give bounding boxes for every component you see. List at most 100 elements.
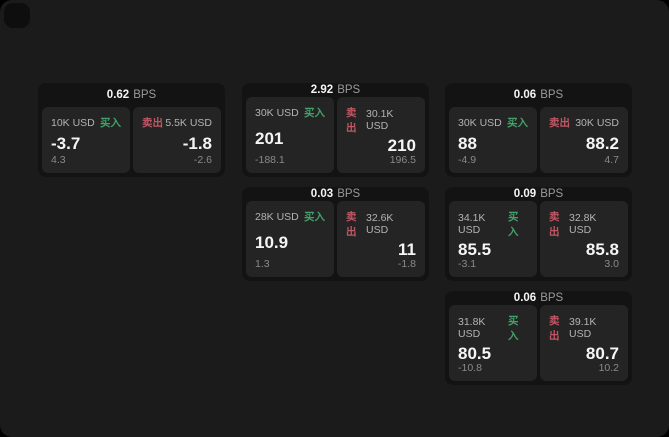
sell-tile-top: 卖出 5.5K USD	[142, 115, 212, 130]
quote-tiles: 34.1K USD 买入 85.5 -3.1 卖出 32.8K USD 85.8…	[445, 201, 632, 281]
sell-price: 88.2	[585, 133, 619, 153]
buy-tile-top: 10K USD 买入	[51, 115, 121, 130]
sell-change: 196.5	[389, 154, 416, 166]
buy-side-label: 买入	[507, 117, 528, 129]
sell-quote-tile[interactable]: 卖出 39.1K USD 80.7 10.2	[540, 305, 628, 381]
sell-change: -2.6	[193, 154, 212, 166]
bps-suffix-label: BPS	[540, 89, 564, 101]
sell-change: 4.7	[604, 154, 619, 166]
buy-amount: 31.8K USD	[458, 316, 486, 340]
card-header: 2.92 BPS	[242, 83, 429, 97]
card-header: 0.62 BPS	[38, 83, 225, 107]
buy-tile-top: 30K USD 买入	[255, 105, 325, 120]
buy-change: -188.1	[255, 154, 285, 166]
bps-value: 2.92	[310, 84, 334, 96]
bps-value: 0.09	[513, 188, 537, 200]
quote-tiles: 30K USD 买入 88 -4.9 卖出 30K USD 88.2 4.7	[445, 107, 632, 177]
card-header: 0.06 BPS	[445, 83, 632, 107]
quote-tiles: 31.8K USD 买入 80.5 -10.8 卖出 39.1K USD 80.…	[445, 305, 632, 385]
sell-amount: 32.8K USD	[568, 212, 597, 236]
buy-price: 201	[255, 128, 284, 148]
sell-price: 80.7	[585, 344, 619, 363]
bps-suffix-label: BPS	[337, 188, 361, 200]
sell-change: 10.2	[598, 362, 619, 374]
sell-tile-top: 卖出 32.8K USD	[549, 209, 619, 239]
quote-card: 0.06 BPS 31.8K USD 买入 80.5 -10.8 卖出 39.1…	[445, 291, 632, 385]
buy-side-label: 买入	[100, 117, 121, 129]
sell-amount: 39.1K USD	[568, 316, 597, 340]
buy-change: 1.3	[255, 258, 270, 270]
sell-side-label: 卖出	[549, 211, 560, 238]
sell-side-label: 卖出	[549, 117, 570, 129]
bps-value: 0.06	[513, 89, 537, 101]
sell-price: 85.8	[585, 240, 619, 259]
sell-quote-tile[interactable]: 卖出 30.1K USD 210 196.5	[337, 97, 425, 173]
buy-price: 85.5	[458, 240, 492, 259]
sell-tile-top: 卖出 39.1K USD	[549, 313, 619, 343]
sell-side-label: 卖出	[142, 117, 163, 129]
quote-tiles: 10K USD 买入 -3.7 4.3 卖出 5.5K USD -1.8 -2.…	[38, 107, 225, 177]
sell-price: -1.8	[182, 133, 212, 153]
quote-card: 2.92 BPS 30K USD 买入 201 -188.1 卖出 30.1K …	[242, 83, 429, 177]
quote-card: 0.03 BPS 28K USD 买入 10.9 1.3 卖出 32.6K US…	[242, 187, 429, 281]
sell-tile-top: 卖出 30K USD	[549, 115, 619, 130]
quote-card: 0.06 BPS 30K USD 买入 88 -4.9 卖出 30K USD 8…	[445, 83, 632, 177]
quote-card: 0.62 BPS 10K USD 买入 -3.7 4.3 卖出 5.5K USD…	[38, 83, 225, 177]
bps-suffix-label: BPS	[540, 292, 564, 304]
sell-amount: 5.5K USD	[165, 116, 212, 129]
buy-side-label: 买入	[304, 211, 325, 223]
sell-quote-tile[interactable]: 卖出 5.5K USD -1.8 -2.6	[133, 107, 221, 173]
buy-price: 80.5	[458, 344, 492, 363]
sell-tile-top: 卖出 30.1K USD	[346, 105, 416, 135]
buy-tile-top: 30K USD 买入	[458, 115, 528, 130]
buy-change: -10.8	[458, 362, 482, 374]
buy-change: 4.3	[51, 154, 66, 166]
buy-change: -3.1	[458, 258, 477, 270]
buy-quote-tile[interactable]: 31.8K USD 买入 80.5 -10.8	[449, 305, 537, 381]
bps-suffix-label: BPS	[337, 84, 361, 96]
buy-tile-top: 28K USD 买入	[255, 209, 325, 224]
buy-price: 88	[458, 133, 477, 153]
buy-side-label: 买入	[304, 107, 325, 119]
sell-price: 210	[387, 136, 416, 155]
buy-quote-tile[interactable]: 30K USD 买入 88 -4.9	[449, 107, 537, 173]
sell-change: -1.8	[397, 258, 416, 270]
quote-card: 0.09 BPS 34.1K USD 买入 85.5 -3.1 卖出 32.8K…	[445, 187, 632, 281]
card-header: 0.03 BPS	[242, 187, 429, 201]
buy-amount: 28K USD	[255, 210, 299, 223]
sell-side-label: 卖出	[549, 315, 560, 342]
buy-quote-tile[interactable]: 10K USD 买入 -3.7 4.3	[42, 107, 130, 173]
buy-tile-top: 34.1K USD 买入	[458, 209, 528, 239]
buy-amount: 10K USD	[51, 116, 95, 129]
bps-value: 0.03	[310, 188, 334, 200]
bps-suffix-label: BPS	[540, 188, 564, 200]
quote-tiles: 30K USD 买入 201 -188.1 卖出 30.1K USD 210 1…	[242, 97, 429, 177]
buy-change: -4.9	[458, 154, 477, 166]
buy-amount: 30K USD	[458, 116, 502, 129]
buy-amount: 30K USD	[255, 106, 299, 119]
sell-amount: 30.1K USD	[365, 108, 394, 132]
bps-value: 0.06	[513, 292, 537, 304]
buy-quote-tile[interactable]: 28K USD 买入 10.9 1.3	[246, 201, 334, 277]
buy-price: 10.9	[255, 232, 289, 252]
sell-price: 11	[398, 240, 416, 259]
card-header: 0.09 BPS	[445, 187, 632, 201]
bps-suffix-label: BPS	[133, 89, 157, 101]
quote-tiles: 28K USD 买入 10.9 1.3 卖出 32.6K USD 11 -1.8	[242, 201, 429, 281]
buy-side-label: 买入	[508, 211, 519, 238]
buy-quote-tile[interactable]: 30K USD 买入 201 -188.1	[246, 97, 334, 173]
sell-amount: 30K USD	[575, 116, 619, 129]
sell-change: 3.0	[604, 258, 619, 270]
bps-value: 0.62	[106, 89, 130, 101]
corner-app-icon	[4, 3, 30, 28]
buy-price: -3.7	[51, 133, 81, 153]
sell-side-label: 卖出	[346, 211, 357, 238]
buy-tile-top: 31.8K USD 买入	[458, 313, 528, 343]
buy-quote-tile[interactable]: 34.1K USD 买入 85.5 -3.1	[449, 201, 537, 277]
sell-quote-tile[interactable]: 卖出 32.6K USD 11 -1.8	[337, 201, 425, 277]
sell-amount: 32.6K USD	[365, 212, 394, 236]
sell-quote-tile[interactable]: 卖出 30K USD 88.2 4.7	[540, 107, 628, 173]
card-header: 0.06 BPS	[445, 291, 632, 305]
sell-quote-tile[interactable]: 卖出 32.8K USD 85.8 3.0	[540, 201, 628, 277]
